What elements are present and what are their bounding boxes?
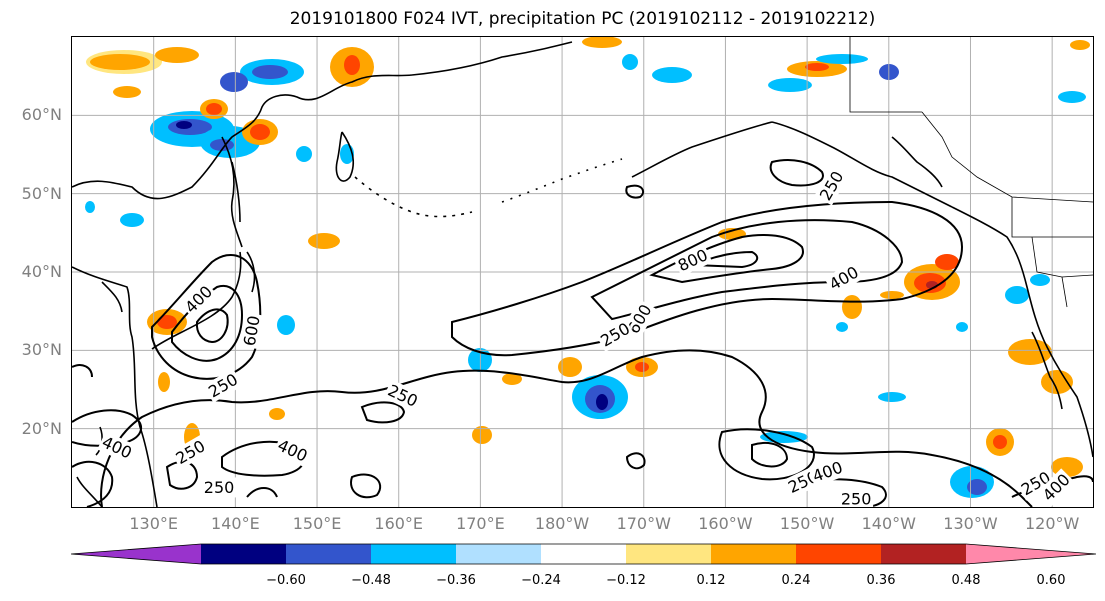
colorbar-extend-low [71,544,201,564]
ivt-contours [72,159,1093,507]
longitude-label: 150°W [779,514,835,533]
contour-label: 400 [808,456,847,487]
svg-text:600: 600 [240,314,264,347]
colorbar-segment [711,544,797,564]
longitude-label: 170°W [616,514,671,533]
political-borders [849,37,1093,308]
contour-label: 400 [97,431,137,464]
colorbar-tick-label: 0.60 [1036,573,1066,588]
colorbar-tick-label: 0.12 [696,573,726,588]
latitude-label: 40°N [21,262,62,281]
precip-shading [85,37,1090,498]
longitude-label: 170°E [456,514,505,533]
colorbar-tick-label: −0.60 [266,573,306,588]
svg-text:250: 250 [841,490,872,507]
colorbar-segment [796,544,882,564]
longitude-label: 140°E [211,514,260,533]
colorbar [71,543,1096,565]
colorbar-tick-label: 0.36 [866,573,896,588]
contour-label: 250 [814,166,849,206]
map-panel[interactable]: 800 600 400 250 250 600 400 250 250 400 250 250 400 2… [71,36,1094,508]
longitude-label: 150°E [292,514,342,533]
svg-text:400: 400 [181,282,216,317]
longitude-label: 180°W [534,514,590,533]
latitude-label: 30°N [21,340,62,360]
svg-text:250: 250 [204,478,235,497]
contour-label: 250 [839,489,874,507]
map-gridlines [72,37,1093,507]
colorbar-segment [541,544,627,564]
contour-label: 400 [824,261,864,296]
colorbar-segment [201,544,287,564]
longitude-label: 160°W [698,514,753,533]
latitude-label: 60°N [21,105,62,125]
svg-text:400: 400 [810,458,845,486]
contour-label: 250 [383,379,423,413]
colorbar-segment [881,544,967,564]
colorbar-segment [626,544,712,564]
colorbar-tick-label: −0.24 [521,573,561,588]
colorbar-segment [371,544,457,564]
colorbar-tick-label: 0.48 [951,573,981,588]
colorbar-segment [456,544,542,564]
latitude-label: 20°N [21,418,62,438]
longitude-label: 130°E [129,514,178,533]
contour-label: 250 [203,368,243,403]
colorbar-tick-label: −0.48 [351,573,391,588]
colorbar-outline [71,543,1096,565]
longitude-label: 160°E [374,514,424,533]
contour-label: 600 [238,312,265,350]
colorbar-tick-label: −0.36 [436,573,476,588]
contour-label: 400 [272,434,313,467]
longitude-label: 130°W [943,514,998,533]
longitude-label: 120°W [1024,514,1080,533]
colorbar-tick-label: 0.24 [781,573,811,588]
longitude-label: 140°W [861,514,916,533]
map-title: 2019101800 F024 IVT, precipitation PC (2… [289,9,876,29]
colorbar-tick-label: −0.12 [606,573,646,588]
contour-label: 400 [179,280,218,319]
latitude-label: 50°N [21,183,62,203]
colorbar-extend-high [966,544,1096,564]
colorbar-segment [286,544,372,564]
contour-label: 250 [202,477,237,498]
